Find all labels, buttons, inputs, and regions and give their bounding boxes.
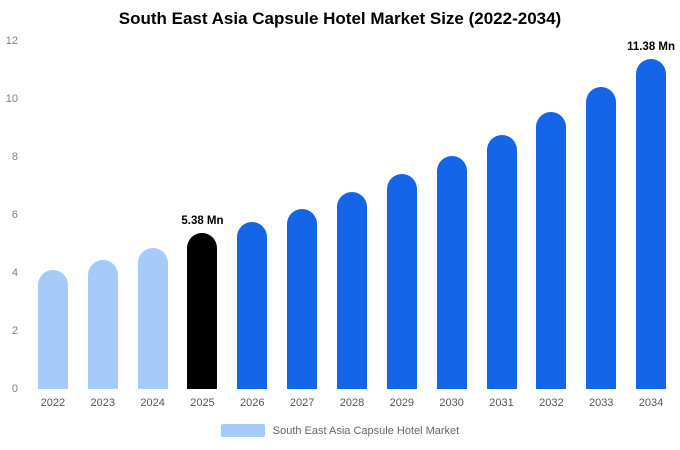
bar-column-2022 [28, 41, 78, 389]
bar-column-2026 [227, 41, 277, 389]
bar-2029 [386, 174, 417, 389]
bar-value-label-2025: 5.38 Mn [181, 214, 224, 227]
bar-column-2033 [576, 41, 626, 389]
bar-column-2025: 5.38 Mn [178, 41, 228, 389]
bar-column-2029 [377, 41, 427, 389]
bar-column-2032 [526, 41, 576, 389]
plot-area: 5.38 Mn 11.38 Mn [28, 41, 676, 389]
bar-column-2028 [327, 41, 377, 389]
bar-column-2030 [427, 41, 477, 389]
x-axis-label-2023: 2023 [90, 397, 115, 409]
legend-label: South East Asia Capsule Hotel Market [272, 424, 460, 437]
x-axis-label-2026: 2026 [240, 397, 265, 409]
bar-2022 [37, 270, 68, 389]
bar-2033 [586, 87, 617, 389]
bar-column-2027 [277, 41, 327, 389]
y-tick-10: 10 [5, 93, 18, 105]
bar-column-2023 [78, 41, 128, 389]
bar-2031 [486, 135, 517, 389]
x-axis-label-2024: 2024 [140, 397, 165, 409]
y-tick-2: 2 [11, 325, 18, 337]
x-axis-label-2028: 2028 [339, 397, 365, 409]
bar-2032 [536, 112, 567, 389]
x-axis-label-2030: 2030 [439, 397, 464, 409]
x-axis-label-2027: 2027 [289, 397, 315, 409]
y-axis: 0 2 4 6 8 10 12 [0, 35, 24, 395]
bar-value-label-2034: 11.38 Mn [627, 40, 676, 53]
x-axis: 2022 2023 2024 2025 2026 2027 2028 2029 2030 2031… [28, 397, 676, 409]
bar-2030 [436, 155, 467, 389]
y-tick-8: 8 [11, 151, 18, 163]
legend-swatch [220, 424, 265, 437]
bar-column-2031 [477, 41, 527, 389]
bar-column-2024 [128, 41, 178, 389]
bar-2024 [137, 248, 168, 389]
x-axis-label-2034: 2034 [638, 397, 664, 409]
y-tick-12: 12 [5, 35, 18, 47]
bar-2025 [187, 232, 218, 389]
y-tick-6: 6 [11, 209, 18, 221]
bar-2026 [237, 222, 268, 389]
x-axis-label-2033: 2033 [588, 397, 614, 409]
y-tick-0: 0 [11, 383, 18, 395]
bar-2027 [287, 209, 318, 389]
x-axis-label-2031: 2031 [489, 397, 514, 409]
x-axis-label-2029: 2029 [389, 397, 415, 409]
chart-title: South East Asia Capsule Hotel Market Siz… [118, 9, 562, 28]
legend: South East Asia Capsule Hotel Market [0, 424, 680, 437]
x-axis-label-2022: 2022 [40, 397, 66, 409]
bar-2034 [636, 58, 667, 389]
x-axis-label-2032: 2032 [539, 397, 564, 409]
bar-2028 [336, 191, 367, 389]
x-axis-label-2025: 2025 [190, 397, 215, 409]
y-tick-4: 4 [11, 267, 18, 279]
bar-column-2034: 11.38 Mn [626, 41, 676, 389]
bar-2023 [87, 259, 118, 389]
